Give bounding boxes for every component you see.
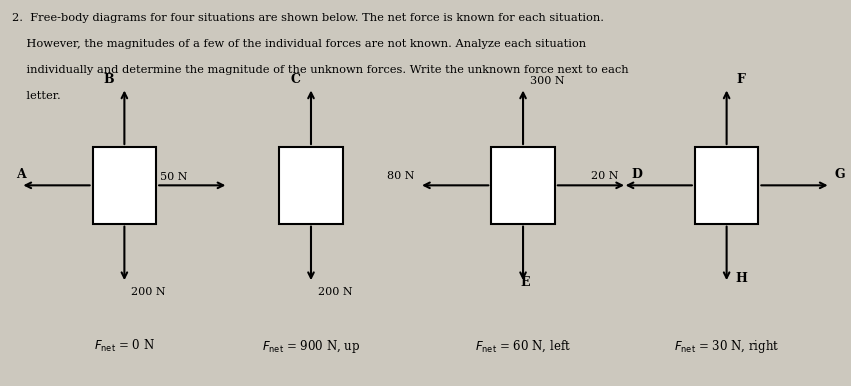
Text: 20 N: 20 N [591,171,619,181]
Text: H: H [735,272,747,285]
Bar [694,147,758,223]
Text: F: F [737,73,745,86]
Text: $\mathit{F}_{\mathrm{net}}$ = 900 N, up: $\mathit{F}_{\mathrm{net}}$ = 900 N, up [262,338,360,355]
Text: 200 N: 200 N [131,287,166,297]
Text: G: G [835,168,845,181]
Bar [491,147,555,223]
Bar [279,147,343,223]
Text: 2.  Free-body diagrams for four situations are shown below. The net force is kno: 2. Free-body diagrams for four situation… [12,13,603,23]
Text: $\mathit{F}_{\mathrm{net}}$ = 0 N: $\mathit{F}_{\mathrm{net}}$ = 0 N [94,338,155,354]
Text: B: B [104,73,114,86]
Text: A: A [16,168,26,181]
Text: C: C [291,73,300,86]
Text: E: E [520,276,530,289]
Text: $\mathit{F}_{\mathrm{net}}$ = 60 N, left: $\mathit{F}_{\mathrm{net}}$ = 60 N, left [475,339,571,354]
Text: However, the magnitudes of a few of the individual forces are not known. Analyze: However, the magnitudes of a few of the … [12,39,585,49]
Bar [93,147,157,223]
Text: D: D [631,168,642,181]
Text: 50 N: 50 N [161,172,188,182]
Text: 200 N: 200 N [317,287,352,297]
Text: 300 N: 300 N [530,76,564,86]
Text: individually and determine the magnitude of the unknown forces. Write the unknow: individually and determine the magnitude… [12,65,628,75]
Text: $\mathit{F}_{\mathrm{net}}$ = 30 N, right: $\mathit{F}_{\mathrm{net}}$ = 30 N, righ… [674,338,780,355]
Text: letter.: letter. [12,91,60,101]
Text: 80 N: 80 N [387,171,415,181]
